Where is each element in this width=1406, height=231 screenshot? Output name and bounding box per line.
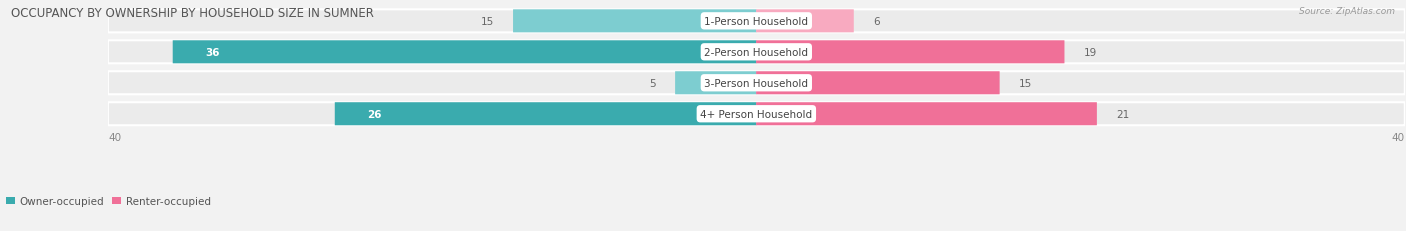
Text: 6: 6 [873,17,880,27]
Text: 26: 26 [367,109,382,119]
FancyBboxPatch shape [335,103,756,126]
Text: 15: 15 [1019,79,1032,88]
FancyBboxPatch shape [108,10,1405,33]
Text: 36: 36 [205,48,219,58]
FancyBboxPatch shape [513,10,756,33]
Text: 19: 19 [1084,48,1097,58]
Text: 2-Person Household: 2-Person Household [704,48,808,58]
Text: 1-Person Household: 1-Person Household [704,17,808,27]
FancyBboxPatch shape [756,41,1064,64]
FancyBboxPatch shape [108,103,1405,126]
Text: 4+ Person Household: 4+ Person Household [700,109,813,119]
Text: 21: 21 [1116,109,1129,119]
FancyBboxPatch shape [756,10,853,33]
Text: Source: ZipAtlas.com: Source: ZipAtlas.com [1299,7,1395,16]
Text: 40: 40 [108,132,121,142]
FancyBboxPatch shape [108,41,1405,64]
Text: 40: 40 [1392,132,1405,142]
Text: 3-Person Household: 3-Person Household [704,79,808,88]
Text: 5: 5 [650,79,655,88]
Text: 15: 15 [481,17,494,27]
FancyBboxPatch shape [108,72,1405,95]
FancyBboxPatch shape [173,41,756,64]
FancyBboxPatch shape [756,72,1000,95]
Legend: Owner-occupied, Renter-occupied: Owner-occupied, Renter-occupied [1,192,215,210]
FancyBboxPatch shape [675,72,756,95]
Text: OCCUPANCY BY OWNERSHIP BY HOUSEHOLD SIZE IN SUMNER: OCCUPANCY BY OWNERSHIP BY HOUSEHOLD SIZE… [11,7,374,20]
FancyBboxPatch shape [756,103,1097,126]
